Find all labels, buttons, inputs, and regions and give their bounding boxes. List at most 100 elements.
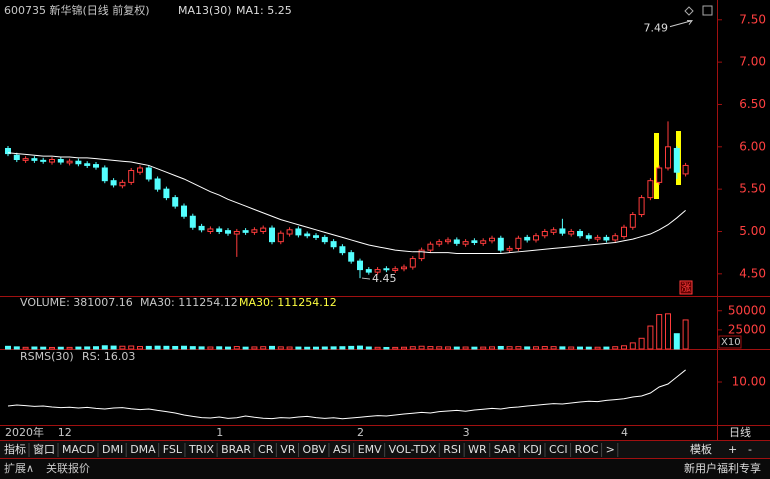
- indicator-tab[interactable]: OBV: [303, 443, 327, 456]
- panel-button[interactable]: 模板: [690, 442, 712, 456]
- volume-bar: [418, 345, 425, 350]
- candle-body: [585, 235, 592, 239]
- indicator-tab[interactable]: MACD: [62, 443, 95, 456]
- indicator-tab[interactable]: >: [606, 443, 615, 456]
- panel-button[interactable]: -: [748, 443, 752, 456]
- max-label: 7.49: [644, 22, 669, 35]
- candle-body: [541, 230, 548, 237]
- volume-bar: [84, 346, 91, 350]
- volume-bar: [251, 346, 258, 350]
- volume-bar: [5, 345, 11, 350]
- x-tick-label: 4: [621, 426, 628, 439]
- candle-body: [568, 230, 575, 235]
- candle-body: [110, 180, 117, 186]
- indicator-tab[interactable]: DMA: [130, 443, 156, 456]
- x-tick-label: 2020年: [5, 425, 44, 439]
- candle-body: [313, 235, 319, 238]
- volume-bar: [612, 346, 619, 350]
- candle-body: [515, 237, 522, 249]
- candle-body: [603, 236, 610, 241]
- candle-body: [189, 215, 196, 228]
- volume-bar: [594, 346, 601, 350]
- highlight: [654, 133, 659, 199]
- volume-bar: [22, 346, 29, 350]
- badge: 涨: [681, 282, 691, 294]
- volume-bar: [480, 346, 487, 350]
- volume-bar: [656, 314, 663, 350]
- volume-bar: [348, 345, 355, 350]
- indicator-tab[interactable]: VR: [280, 443, 296, 456]
- frame: [0, 0, 770, 459]
- candle-body: [533, 235, 539, 241]
- unit-label: X10: [721, 337, 741, 348]
- volume-bar: [181, 345, 187, 350]
- candle-body: [154, 178, 161, 190]
- footer-tab[interactable]: 关联报价: [46, 461, 90, 475]
- candle-body: [445, 239, 451, 243]
- status-bar: [0, 459, 770, 479]
- volume-bar: [110, 345, 117, 350]
- indicator-tab[interactable]: ROC: [575, 443, 599, 456]
- volume-bar: [93, 346, 99, 350]
- indicator-tab[interactable]: SAR: [494, 443, 517, 456]
- volume-bar: [242, 346, 249, 350]
- indicator-tab[interactable]: TRIX: [188, 443, 215, 456]
- candle-body: [559, 228, 566, 234]
- indicator-tab[interactable]: BRAR: [221, 443, 251, 456]
- candle-body: [427, 243, 434, 251]
- indicator-tab[interactable]: RSI: [443, 443, 461, 456]
- candle-body: [392, 268, 399, 271]
- candle-body: [163, 188, 170, 199]
- candle-body: [181, 205, 187, 217]
- volume-bar: [163, 345, 170, 350]
- volume-bar: [321, 346, 328, 350]
- volume-bar: [75, 346, 82, 350]
- volume-bar: [489, 346, 495, 350]
- y-tick-label: 5.50: [739, 182, 766, 196]
- candle-body: [251, 229, 258, 233]
- indicator-tab[interactable]: VOL-TDX: [389, 443, 437, 456]
- indicator-tab[interactable]: FSL: [163, 443, 183, 456]
- candle-body: [145, 167, 152, 180]
- volume-bar: [154, 345, 161, 350]
- volume-bar: [409, 346, 416, 350]
- volume-bar: [568, 346, 575, 350]
- volume-bar: [462, 346, 469, 350]
- candle-body: [260, 227, 267, 232]
- candle-body: [277, 232, 284, 243]
- volume-bar: [515, 346, 522, 350]
- volume-bar: [145, 345, 152, 350]
- indicator-tab[interactable]: 指标: [4, 442, 26, 456]
- x-tick-label: 3: [463, 426, 470, 439]
- volume-bar: [49, 346, 55, 350]
- indicator-tab[interactable]: ASI: [333, 443, 351, 456]
- candle-body: [383, 268, 390, 271]
- candle-body: [629, 214, 636, 228]
- volume-bar: [13, 346, 20, 350]
- footer-tab[interactable]: 扩展∧: [4, 461, 34, 475]
- indicator-tab[interactable]: EMV: [358, 443, 382, 456]
- footer-promo[interactable]: 新用户福利专享: [684, 461, 761, 475]
- indicator-tab[interactable]: DMI: [102, 443, 123, 456]
- candle-body: [374, 269, 381, 273]
- panel-button[interactable]: +: [728, 443, 737, 456]
- volume-bar: [216, 346, 223, 350]
- candle-body: [40, 159, 47, 162]
- volume-bar: [31, 346, 38, 350]
- candle-body: [621, 226, 627, 238]
- indicator-tab[interactable]: CCI: [549, 443, 568, 456]
- candle-body: [365, 269, 372, 273]
- y-tick-label: 25000: [728, 322, 766, 336]
- volume-bar: [101, 345, 108, 350]
- candle-body: [524, 236, 531, 241]
- candle-body: [409, 258, 416, 268]
- indicator-tab[interactable]: 窗口: [33, 442, 55, 456]
- candle-body: [269, 227, 275, 243]
- candle-body: [612, 235, 619, 241]
- candle-body: [128, 170, 135, 183]
- volume-bar: [453, 346, 460, 350]
- indicator-tab[interactable]: KDJ: [523, 443, 542, 456]
- candle-body: [137, 167, 143, 173]
- indicator-tab[interactable]: CR: [258, 443, 274, 456]
- indicator-tab[interactable]: WR: [468, 443, 487, 456]
